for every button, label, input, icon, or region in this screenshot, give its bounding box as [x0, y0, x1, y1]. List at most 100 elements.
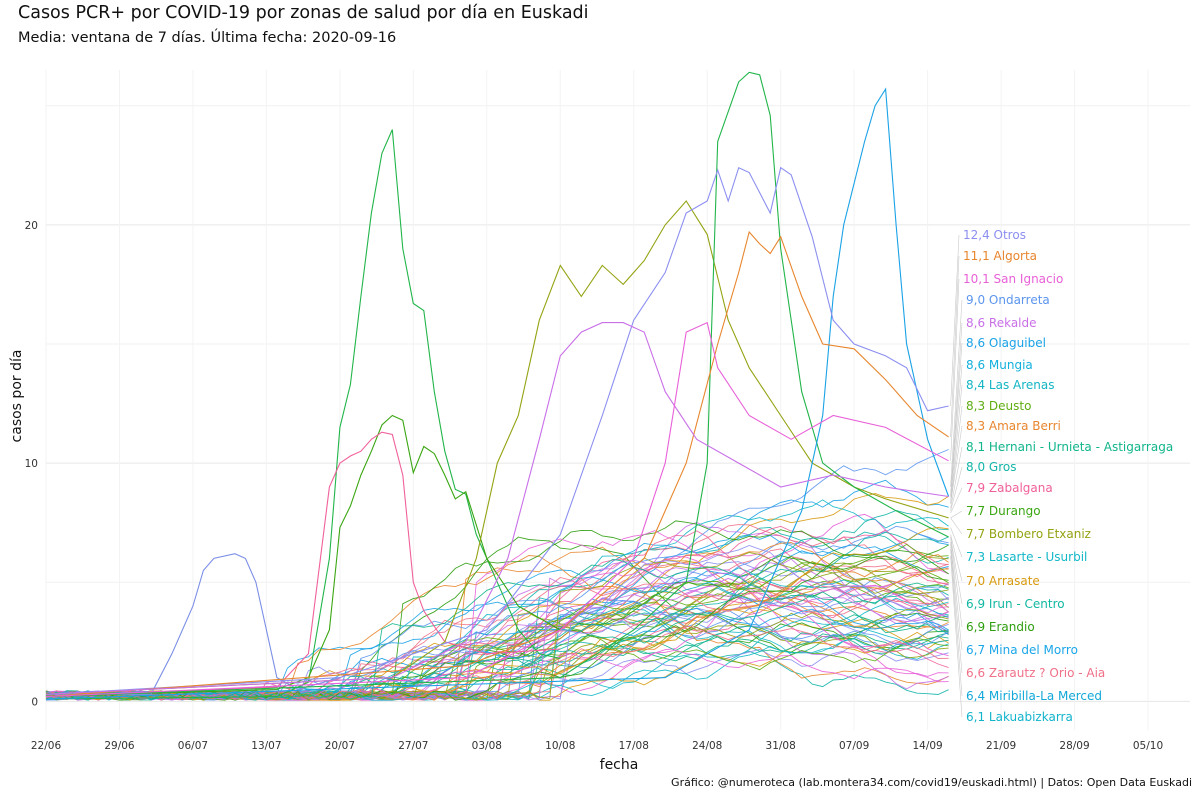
x-tick-label: 07/09 — [839, 740, 869, 752]
label-leader-line — [950, 510, 963, 519]
label-leader-line — [950, 364, 963, 497]
highlight-series-line — [45, 71, 949, 698]
x-axis-title: fecha — [600, 757, 639, 773]
series-end-label: 6,9 Erandio — [966, 620, 1035, 634]
highlight-series-line — [45, 321, 949, 698]
series-end-label: 8,3 Deusto — [966, 399, 1031, 413]
highlight-series-line — [45, 230, 949, 698]
highlight-series-line — [45, 414, 561, 698]
series-end-labels: 12,4 Otros 11,1 Algorta 10,1 San Ignacio 9,… — [963, 228, 1173, 724]
highlight-series-line — [45, 129, 561, 700]
series-line — [45, 649, 949, 701]
label-leader-line — [950, 299, 963, 487]
y-axis-title: casos por día — [9, 350, 25, 443]
y-tick-label: 10 — [25, 458, 38, 470]
x-tick-label: 31/08 — [766, 740, 796, 752]
series-end-label: 6,9 Irun - Centro — [966, 597, 1065, 611]
series-end-label: 8,0 Gros — [966, 460, 1016, 474]
x-tick: 13/07 — [251, 740, 281, 752]
highlight-series-line — [45, 431, 561, 698]
x-tick: 29/06 — [104, 740, 135, 752]
x-tick-label: 20/07 — [325, 740, 355, 752]
label-leader-line — [950, 517, 963, 535]
series-end-label: 6,1 Lakuabizkarra — [966, 710, 1073, 724]
x-tick-label: 29/06 — [104, 740, 135, 752]
x-tick: 07/09 — [839, 740, 869, 752]
x-tick: 10/08 — [545, 740, 575, 752]
x-tick-label: 13/07 — [251, 740, 281, 752]
label-leader-line — [950, 405, 963, 504]
label-leader-line — [950, 234, 960, 406]
y-tick-label: 0 — [31, 696, 38, 708]
label-leader-line — [950, 487, 963, 514]
series-end-label: 7,3 Lasarte - Usurbil — [966, 550, 1087, 564]
x-tick: 28/09 — [1059, 740, 1089, 752]
highlight-series-line — [45, 87, 950, 700]
x-tick-label: 17/08 — [619, 740, 649, 752]
series-line — [45, 449, 949, 701]
x-tick: 21/09 — [986, 740, 1016, 752]
series-line — [45, 499, 949, 701]
label-leader-line — [950, 384, 963, 502]
label-leader-lines — [950, 234, 963, 718]
y-tick: 0 — [31, 696, 38, 708]
label-leader-line — [950, 425, 963, 504]
x-tick-label: 22/06 — [31, 740, 62, 752]
label-leader-line — [950, 527, 963, 558]
x-tick: 24/08 — [692, 740, 722, 752]
series-end-label: 6,7 Mina del Morro — [966, 643, 1078, 657]
series-end-label: 8,4 Las Arenas — [966, 378, 1054, 392]
y-tick: 20 — [25, 220, 38, 232]
label-leader-line — [950, 541, 963, 651]
label-leader-line — [950, 556, 963, 718]
series-end-label: 8,6 Rekalde — [966, 316, 1037, 330]
series-end-label: 7,0 Arrasate — [966, 574, 1040, 588]
series-end-label: 10,1 San Ignacio — [963, 272, 1063, 286]
series-end-label: 7,7 Durango — [966, 504, 1041, 518]
series-end-label: 6,6 Zarautz ? Orio - Aia — [966, 666, 1105, 680]
series-end-label: 7,9 Zabalgana — [966, 481, 1053, 495]
y-tick: 10 — [25, 458, 38, 470]
x-tick-label: 27/07 — [398, 740, 428, 752]
series-end-label: 7,7 Bombero Etxaniz — [966, 527, 1091, 541]
label-leader-line — [950, 536, 963, 628]
series-line — [45, 527, 949, 701]
chart-subtitle: Media: ventana de 7 días. Última fecha: … — [18, 30, 397, 46]
y-axis-ticks: 0 10 20 — [25, 220, 38, 709]
series-end-label: 9,0 Ondarreta — [966, 293, 1050, 307]
gridlines — [45, 70, 1190, 730]
x-axis-ticks: 22/06 29/06 06/07 13/07 20/07 27/07 03/08 10/08… — [31, 740, 1163, 752]
label-leader-line — [950, 536, 963, 605]
label-leader-line — [950, 466, 963, 511]
highlight-series-line — [46, 553, 341, 695]
x-tick: 14/09 — [912, 740, 942, 752]
x-tick: 05/10 — [1133, 740, 1163, 752]
highlight-series-line — [45, 200, 949, 695]
label-leader-line — [950, 534, 963, 582]
x-tick-label: 24/08 — [692, 740, 722, 752]
series-end-label: 11,1 Algorta — [963, 249, 1037, 263]
x-tick-label: 03/08 — [472, 740, 502, 752]
x-tick: 20/07 — [325, 740, 355, 752]
highlight-series-line — [45, 166, 949, 695]
x-tick-label: 05/10 — [1133, 740, 1163, 752]
series-end-label: 8,1 Hernani - Urnieta - Astigarraga — [966, 440, 1173, 454]
highlight-series-line — [45, 322, 949, 695]
x-tick: 03/08 — [472, 740, 502, 752]
label-leader-line — [950, 544, 963, 674]
x-tick-label: 28/09 — [1059, 740, 1089, 752]
series-end-label: 8,3 Amara Berri — [966, 419, 1061, 433]
x-tick: 17/08 — [619, 740, 649, 752]
x-tick: 27/07 — [398, 740, 428, 752]
series-end-label: 6,4 Miribilla-La Merced — [966, 689, 1102, 703]
series-line — [45, 634, 949, 701]
x-tick: 06/07 — [178, 740, 208, 752]
label-leader-line — [950, 446, 963, 509]
chart-caption: Gráfico: @numeroteca (lab.montera34.com/… — [671, 776, 1192, 789]
x-tick-label: 10/08 — [545, 740, 575, 752]
series-end-label: 12,4 Otros — [963, 228, 1026, 242]
label-leader-line — [950, 255, 960, 437]
highlight-series-lines — [45, 71, 950, 700]
x-tick-label: 21/09 — [986, 740, 1016, 752]
